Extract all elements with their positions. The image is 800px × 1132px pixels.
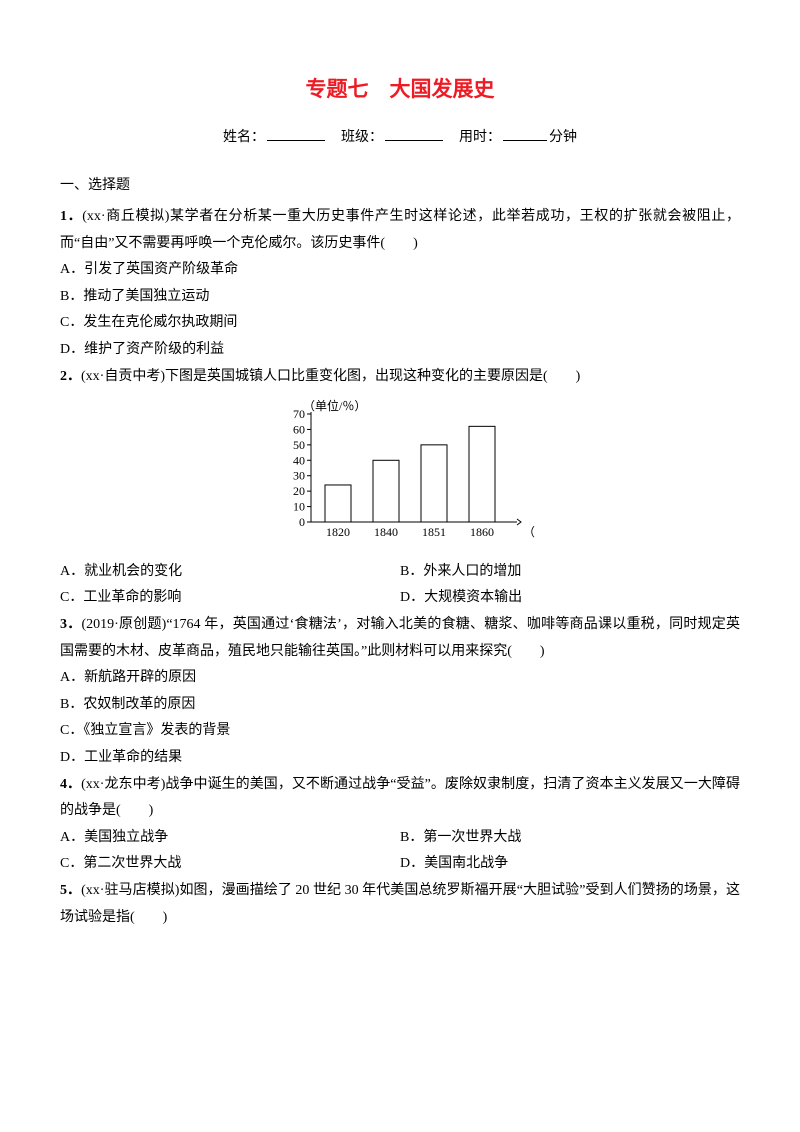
q1-stem: 1．(xx·商丘模拟)某学者在分析某一重大历史事件产生时这样论述，此举若成功，王… [60,204,740,257]
q4-stem: 4．(xx·龙东中考)战争中诞生的美国，又不断通过战争“受益”。废除奴隶制度，扫… [60,772,740,825]
q2-opt-d[interactable]: D．大规模资本输出 [400,585,740,612]
q3-stem: 3．(2019·原创题)“1764 年，英国通过‘食糖法’，对输入北美的食糖、糖… [60,612,740,665]
info-line: 姓名： 班级： 用时： 分钟 [60,124,740,152]
q2-text: 下图是英国城镇人口比重变化图，出现这种变化的主要原因是( ) [165,369,580,384]
page-title: 专题七 大国发展史 [60,70,740,110]
q4-opt-d[interactable]: D．美国南北战争 [400,851,740,878]
q3-source: (2019·原创题) [81,617,166,632]
svg-text:70: 70 [293,407,305,421]
q2-number: 2． [60,369,81,384]
svg-text:1851: 1851 [422,525,446,539]
svg-text:（年）: （年） [523,525,535,539]
q3-options: A．新航路开辟的原因 B．农奴制改革的原因 C．《独立宣言》发表的背景 D．工业… [60,665,740,771]
q3-opt-c[interactable]: C．《独立宣言》发表的背景 [60,718,740,745]
q3-number: 3． [60,617,81,632]
svg-text:50: 50 [293,438,305,452]
q2-opt-c[interactable]: C．工业革命的影响 [60,585,400,612]
svg-text:20: 20 [293,484,305,498]
q4-opt-b[interactable]: B．第一次世界大战 [400,825,740,852]
svg-text:（单位/％）: （单位/％） [303,398,366,413]
q4-options: A．美国独立战争 C．第二次世界大战 B．第一次世界大战 D．美国南北战争 [60,825,740,878]
q3-opt-a[interactable]: A．新航路开辟的原因 [60,665,740,692]
worksheet-page: 专题七 大国发展史 姓名： 班级： 用时： 分钟 一、选择题 1．(xx·商丘模拟… [0,0,800,971]
q4-opt-c[interactable]: C．第二次世界大战 [60,851,400,878]
svg-text:1860: 1860 [470,525,494,539]
bar-chart: （单位/％） 010 203040 5060 70 1820 1840 1851 1860 （年） [265,396,535,546]
name-blank[interactable] [267,124,325,141]
section-heading: 一、选择题 [60,173,740,200]
q1-opt-c[interactable]: C．发生在克伦威尔执政期间 [60,310,740,337]
svg-text:1820: 1820 [326,525,350,539]
svg-text:1840: 1840 [374,525,398,539]
q2-stem: 2．(xx·自贡中考)下图是英国城镇人口比重变化图，出现这种变化的主要原因是( … [60,364,740,391]
q4-number: 4． [60,777,81,792]
svg-text:30: 30 [293,469,305,483]
q2-source: (xx·自贡中考) [81,369,165,384]
q5-stem: 5．(xx·驻马店模拟)如图，漫画描绘了 20 世纪 30 年代美国总统罗斯福开… [60,878,740,931]
svg-text:40: 40 [293,454,305,468]
name-label: 姓名： [223,130,265,145]
time-blank[interactable] [503,124,547,141]
q2-opt-b[interactable]: B．外来人口的增加 [400,559,740,586]
q5-source: (xx·驻马店模拟) [81,883,179,898]
q3-opt-b[interactable]: B．农奴制改革的原因 [60,692,740,719]
q1-opt-a[interactable]: A．引发了英国资产阶级革命 [60,257,740,284]
q1-options: A．引发了英国资产阶级革命 B．推动了美国独立运动 C．发生在克伦威尔执政期间 … [60,257,740,363]
time-label: 用时： [459,130,501,145]
svg-text:0: 0 [299,515,305,529]
q4-opt-a[interactable]: A．美国独立战争 [60,825,400,852]
q1-opt-b[interactable]: B．推动了美国独立运动 [60,284,740,311]
q4-source: (xx·龙东中考) [81,777,165,792]
q2-chart: （单位/％） 010 203040 5060 70 1820 1840 1851 1860 （年） [60,396,740,557]
class-blank[interactable] [385,124,443,141]
q5-number: 5． [60,883,81,898]
q2-opt-a[interactable]: A．就业机会的变化 [60,559,400,586]
class-label: 班级： [341,130,383,145]
svg-text:10: 10 [293,500,305,514]
q1-source: (xx·商丘模拟) [82,209,169,224]
time-unit: 分钟 [549,130,577,145]
q3-opt-d[interactable]: D．工业革命的结果 [60,745,740,772]
svg-text:60: 60 [293,423,305,437]
q2-options: A．就业机会的变化 C．工业革命的影响 B．外来人口的增加 D．大规模资本输出 [60,559,740,612]
q1-opt-d[interactable]: D．维护了资产阶级的利益 [60,337,740,364]
q1-number: 1． [60,209,82,224]
